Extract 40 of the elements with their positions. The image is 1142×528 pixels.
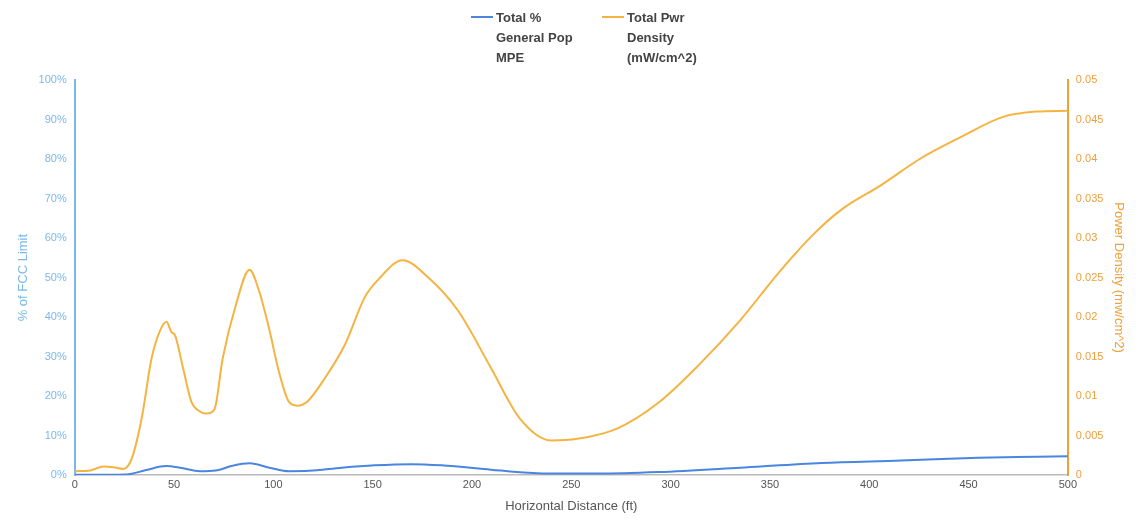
y2-tick-label: 0.045 <box>1075 112 1104 125</box>
x-tick-label: 50 <box>167 477 181 490</box>
x-tick-label: 150 <box>363 477 382 490</box>
y-tick-label: 40% <box>44 310 67 323</box>
y-tick-label: 60% <box>44 231 67 244</box>
y2-axis-title: Power Density (mw/cm^2) <box>1111 202 1127 353</box>
y-tick-label: 20% <box>44 389 67 402</box>
x-tick-label: 350 <box>760 477 780 490</box>
x-tick-label: 200 <box>462 477 482 490</box>
y2-tick-label: 0.04 <box>1075 152 1098 165</box>
x-tick-label: 250 <box>562 477 581 490</box>
y2-tick-label: 0.025 <box>1075 270 1104 283</box>
y-tick-label: 90% <box>44 112 67 125</box>
line-series <box>74 455 1068 476</box>
y-tick-label: 70% <box>44 191 67 204</box>
x-tick-label: 400 <box>860 477 879 490</box>
x-tick-label: 300 <box>661 477 680 490</box>
y2-tick-label: 0.03 <box>1075 231 1098 244</box>
y-tick-label: 30% <box>44 349 67 362</box>
y2-tick-label: 0.02 <box>1075 310 1098 323</box>
line-series <box>74 109 1068 473</box>
x-axis-title: Horizontal Distance (ft) <box>505 497 638 513</box>
y-tick-label: 10% <box>44 428 67 441</box>
x-tick-label: 500 <box>1058 477 1078 490</box>
y-tick-label: 100% <box>38 73 67 86</box>
x-tick-label: 100 <box>264 477 283 490</box>
x-tick-label: 0 <box>71 477 78 490</box>
y-tick-label: 50% <box>44 270 67 283</box>
legend-label: Total Pwr Density (mW/cm^2) <box>627 9 698 67</box>
y2-tick-label: 0.005 <box>1075 428 1104 441</box>
y-axis-title: % of FCC Limit <box>15 233 31 322</box>
y2-tick-label: 0.035 <box>1075 191 1104 204</box>
y2-tick-label: 0.05 <box>1075 73 1098 86</box>
y2-tick-label: 0.01 <box>1075 389 1098 402</box>
y-tick-label: 80% <box>44 152 67 165</box>
y2-tick-label: 0.015 <box>1075 349 1104 362</box>
y-tick-label: 0% <box>50 468 67 481</box>
x-tick-label: 450 <box>959 477 978 490</box>
y2-tick-label: 0 <box>1075 468 1082 481</box>
legend-label: Total % General Pop MPE <box>496 9 574 67</box>
